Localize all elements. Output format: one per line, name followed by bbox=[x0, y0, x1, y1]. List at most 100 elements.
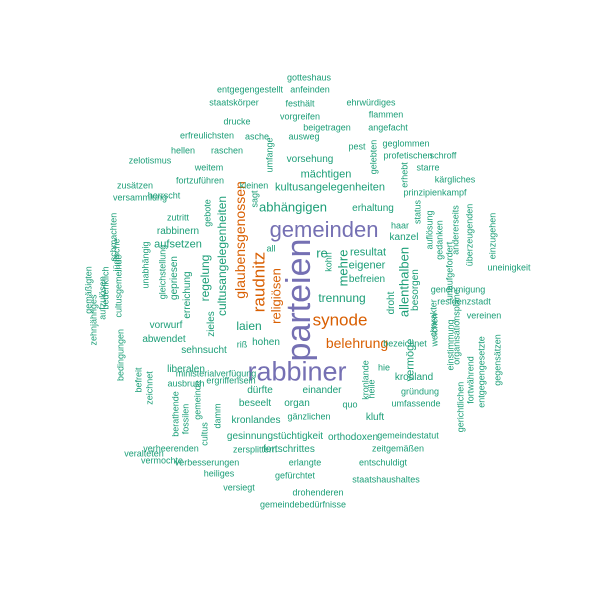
word: gepriesen bbox=[169, 256, 180, 300]
word: erreichung bbox=[182, 271, 193, 319]
word: rabbinern bbox=[156, 226, 200, 237]
word: belehrung bbox=[325, 335, 389, 351]
word: laien bbox=[236, 319, 262, 333]
word: gemeinde bbox=[192, 380, 203, 420]
word: uneinigkeit bbox=[487, 262, 531, 273]
word: heiliges bbox=[203, 468, 235, 479]
word: veralteten bbox=[124, 448, 164, 459]
word: auflösung bbox=[424, 210, 435, 250]
word: damm bbox=[212, 403, 223, 429]
word: rabbiner bbox=[247, 356, 347, 387]
word: allenthalben bbox=[396, 246, 412, 318]
word: ministerialverfügung bbox=[175, 368, 257, 379]
word: droht bbox=[386, 291, 397, 315]
word: erfreulichsten bbox=[179, 130, 235, 141]
word: bezeichnet bbox=[383, 338, 427, 349]
word: gänzlichen bbox=[287, 411, 331, 422]
word: befreit bbox=[133, 367, 144, 393]
word: parteien bbox=[280, 238, 318, 362]
word: re bbox=[316, 245, 328, 261]
word: residenzstadt bbox=[437, 296, 491, 307]
word: cultus bbox=[199, 422, 210, 446]
word: kronlandes bbox=[231, 415, 281, 426]
word: berathende bbox=[170, 391, 181, 437]
word: quo bbox=[342, 399, 358, 410]
word: fossilen bbox=[180, 403, 191, 435]
word: zieles bbox=[206, 311, 217, 337]
word: hie bbox=[377, 362, 391, 373]
word: liberalen bbox=[167, 364, 205, 375]
word: anfeinden bbox=[290, 84, 330, 95]
word: gebote bbox=[202, 199, 213, 227]
word: gesinnungstüchtigkeit bbox=[226, 431, 324, 442]
word: vereinen bbox=[466, 310, 502, 321]
word: beigetragen bbox=[303, 122, 351, 133]
word: raudnitz bbox=[249, 251, 269, 313]
word: kärgliches bbox=[434, 174, 476, 185]
word: cultusgemeinde bbox=[113, 254, 124, 318]
word: eigener bbox=[348, 259, 386, 272]
word: religiösen bbox=[268, 268, 284, 324]
word: zusätzen bbox=[116, 180, 154, 191]
word: status bbox=[412, 199, 423, 225]
word: beseelt bbox=[238, 398, 272, 409]
word: starre bbox=[416, 162, 440, 173]
word: hellen bbox=[170, 145, 196, 156]
word: gefürchtet bbox=[274, 470, 316, 481]
word: aufsetzen bbox=[154, 238, 202, 251]
word: gerichtlichen bbox=[455, 381, 466, 433]
word: weitem bbox=[194, 162, 224, 173]
word: ausbruch bbox=[167, 378, 205, 389]
word: charakter bbox=[428, 299, 439, 337]
word: geglommen bbox=[382, 138, 430, 149]
word: trennung bbox=[318, 291, 366, 305]
word: vermochte bbox=[140, 455, 184, 466]
word: cultusangelegenheiten bbox=[215, 195, 229, 317]
word: befreien bbox=[348, 274, 386, 285]
word: hohen bbox=[252, 337, 280, 348]
word: schroff bbox=[429, 150, 457, 161]
word: umfange bbox=[264, 137, 275, 173]
word: dürfte bbox=[247, 385, 273, 396]
word: zehnjähriges bbox=[88, 294, 99, 346]
word: gemeinden bbox=[269, 217, 379, 242]
word: mächtigen bbox=[300, 168, 352, 181]
word: ausweg bbox=[288, 131, 320, 142]
word: asche bbox=[244, 131, 270, 142]
word: sehnsucht bbox=[181, 345, 227, 356]
word: kohn bbox=[323, 252, 334, 272]
word: gotteshaus bbox=[286, 72, 332, 83]
word: kanzel bbox=[389, 232, 419, 243]
word: fortschrittes bbox=[263, 444, 315, 455]
word: einander bbox=[302, 385, 342, 396]
word: entgegengestellt bbox=[216, 84, 284, 95]
word: regelung bbox=[198, 254, 212, 302]
word: synode bbox=[312, 310, 368, 330]
word: entschuldigt bbox=[358, 457, 408, 468]
word: gleichstellung bbox=[157, 244, 168, 300]
word: unabhängig bbox=[140, 241, 151, 289]
word: verbesserungen bbox=[174, 457, 240, 468]
word: aufzulösen bbox=[97, 276, 108, 320]
word: ergriffensein bbox=[206, 375, 256, 386]
word: prinzipienkampf bbox=[403, 187, 467, 198]
word: umfassende bbox=[391, 398, 441, 409]
word: gemeindebedürfnisse bbox=[259, 499, 347, 510]
word: staatshaushaltes bbox=[352, 474, 420, 485]
word: kronland bbox=[394, 372, 434, 383]
word: drucke bbox=[223, 116, 251, 127]
word: bedingungen bbox=[115, 328, 126, 382]
word: zersplittern bbox=[232, 444, 278, 455]
word: zutritt bbox=[166, 212, 190, 223]
word: orthodoxen bbox=[327, 432, 379, 443]
word: kleinen bbox=[239, 180, 269, 191]
word: fortzuführen bbox=[175, 175, 225, 186]
word: gelebten bbox=[368, 139, 379, 175]
word: kluft bbox=[365, 412, 385, 423]
word: vorwurf bbox=[149, 320, 183, 331]
word: kultusangelegenheiten bbox=[274, 181, 386, 194]
word: riß bbox=[236, 339, 248, 350]
word: genehmigung bbox=[430, 284, 486, 295]
word: ehrwürdiges bbox=[346, 97, 396, 108]
word: abwendet bbox=[142, 334, 186, 345]
